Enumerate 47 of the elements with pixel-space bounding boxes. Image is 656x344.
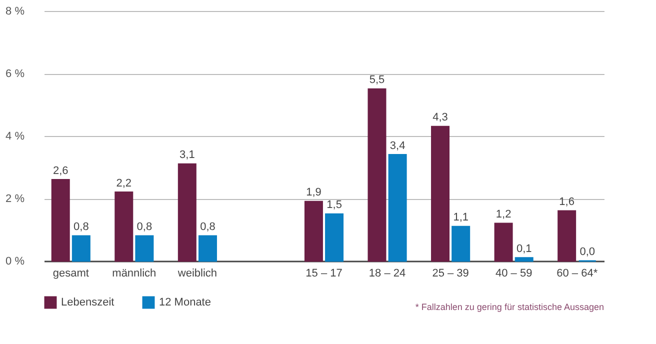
x-tick-label: 25 – 39 [432, 268, 469, 280]
text: * Fallzahlen zu gering für statistische Aussagen [415, 302, 604, 312]
bar [304, 200, 323, 262]
data-label: 1,6 [559, 196, 574, 208]
data-label: 1,5 [326, 199, 342, 212]
bar [368, 88, 386, 262]
y-tick-label: 2 % [6, 193, 25, 205]
bar [198, 235, 217, 262]
data-label: 2,6 [52, 164, 68, 177]
data-label: 2,2 [116, 177, 132, 190]
legend-label: 12 Monate [159, 296, 211, 309]
y-tick-label: 4 % [6, 130, 25, 142]
x-tick-label: 18 – 24 [368, 268, 406, 280]
bar [494, 222, 513, 262]
x-tick-label: 40 – 59 [495, 268, 532, 280]
bar [514, 257, 534, 262]
x-tick-label: weiblich [176, 268, 218, 280]
data-label: 0,8 [136, 221, 152, 233]
x-tick-label: männlich [112, 268, 156, 280]
data-label: 3,1 [180, 149, 195, 162]
bar [178, 163, 196, 262]
bar [114, 192, 134, 262]
data-label: 1,1 [453, 212, 468, 224]
data-label: 0,0 [580, 246, 596, 258]
y-tick-label: 8 % [6, 6, 25, 18]
bar [325, 213, 344, 262]
bar [388, 154, 407, 262]
data-label: 0,1 [516, 242, 532, 255]
data-label: 4,3 [432, 112, 448, 124]
bar [452, 226, 470, 262]
bar [51, 179, 70, 262]
y-tick-label: 6 % [6, 68, 25, 80]
data-label: 1,2 [496, 208, 512, 220]
data-label: 3,4 [390, 140, 406, 152]
y-tick-label: 0 % [6, 256, 25, 268]
data-label: 0,8 [74, 221, 89, 233]
data-label: 1,9 [306, 186, 322, 199]
data-label: 0,8 [200, 221, 216, 233]
bar [558, 210, 576, 262]
x-tick-label: 15 – 17 [306, 268, 342, 280]
legend-label: Lebenszeit [61, 296, 114, 309]
data-label: 5,5 [369, 74, 385, 86]
bar [72, 235, 90, 262]
x-tick-label: gesamt [52, 268, 89, 280]
bar [135, 235, 154, 262]
bar [431, 126, 450, 262]
x-tick-label: 60 – 64* [556, 268, 598, 280]
